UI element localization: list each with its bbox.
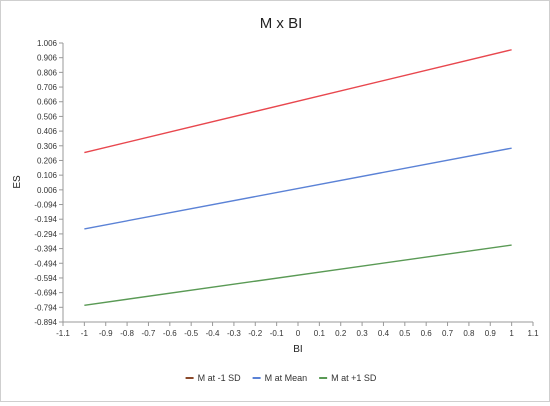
x-tick-label: -0.9 xyxy=(99,329,113,338)
y-tick-label: 0.606 xyxy=(37,98,58,107)
series-line-1 xyxy=(84,49,512,154)
x-tick-label: 0.8 xyxy=(463,329,475,338)
y-tick-label: -0.294 xyxy=(34,230,57,239)
y-tick-label: 1.006 xyxy=(37,39,58,48)
x-tick-label: -1.1 xyxy=(56,329,70,338)
x-tick-label: 0.7 xyxy=(442,329,454,338)
x-tick-label: 0.6 xyxy=(421,329,433,338)
x-tick-label: -0.2 xyxy=(248,329,262,338)
y-tick-label: -0.094 xyxy=(34,201,57,210)
y-tick-label: 0.906 xyxy=(37,54,58,63)
y-tick-label: -0.694 xyxy=(34,289,57,298)
x-tick-label: 1.1 xyxy=(527,329,539,338)
legend: M at -1 SD M at Mean M at +1 SD xyxy=(185,373,377,383)
y-tick-label: -0.594 xyxy=(34,274,57,283)
x-tick-label: -0.7 xyxy=(142,329,156,338)
x-tick-label: -0.8 xyxy=(120,329,134,338)
y-tick-label: 0.206 xyxy=(37,156,58,165)
x-tick-label: -0.3 xyxy=(227,329,241,338)
y-tick-label: -0.194 xyxy=(34,215,57,224)
y-tick-label: 0.806 xyxy=(37,68,58,77)
x-tick-label: -0.1 xyxy=(270,329,284,338)
y-tick-label: -0.394 xyxy=(34,245,57,254)
y-tick-label: 0.406 xyxy=(37,127,58,136)
y-tick-label: 0.006 xyxy=(37,186,58,195)
y-tick-label: 0.506 xyxy=(37,112,58,121)
x-tick-label: -0.4 xyxy=(206,329,220,338)
x-tick-label: 0.3 xyxy=(357,329,369,338)
x-tick-label: 0.5 xyxy=(399,329,411,338)
series-line-2 xyxy=(84,147,512,230)
series-line-3 xyxy=(84,244,512,306)
legend-label-3: M at +1 SD xyxy=(331,373,377,383)
x-tick-label: 0.2 xyxy=(335,329,347,338)
y-tick-label: 0.306 xyxy=(37,142,58,151)
y-tick-label: -0.894 xyxy=(34,318,57,327)
y-tick-label: -0.794 xyxy=(34,303,57,312)
x-tick-label: -1 xyxy=(81,329,89,338)
y-tick-label: 0.106 xyxy=(37,171,58,180)
x-tick-label: -0.6 xyxy=(163,329,177,338)
x-tick-label: 0 xyxy=(296,329,301,338)
axes xyxy=(62,43,533,323)
x-axis-title: BI xyxy=(293,344,302,355)
x-tick-label: 0.4 xyxy=(378,329,390,338)
ticks: 1.006 0.906 0.806 0.706 0.606 0.506 0.406 0.306… xyxy=(34,39,539,338)
x-tick-label: 1 xyxy=(509,329,514,338)
legend-label-2: M at Mean xyxy=(265,373,308,383)
chart-title: M x BI xyxy=(260,15,303,32)
y-axis-title: ES xyxy=(12,175,23,189)
y-tick-label: 0.706 xyxy=(37,83,58,92)
y-tick-label: -0.494 xyxy=(34,259,57,268)
x-tick-label: 0.1 xyxy=(314,329,326,338)
series-lines xyxy=(84,49,512,306)
legend-label-1: M at -1 SD xyxy=(198,373,242,383)
x-tick-label: 0.9 xyxy=(485,329,497,338)
x-tick-label: -0.5 xyxy=(184,329,198,338)
